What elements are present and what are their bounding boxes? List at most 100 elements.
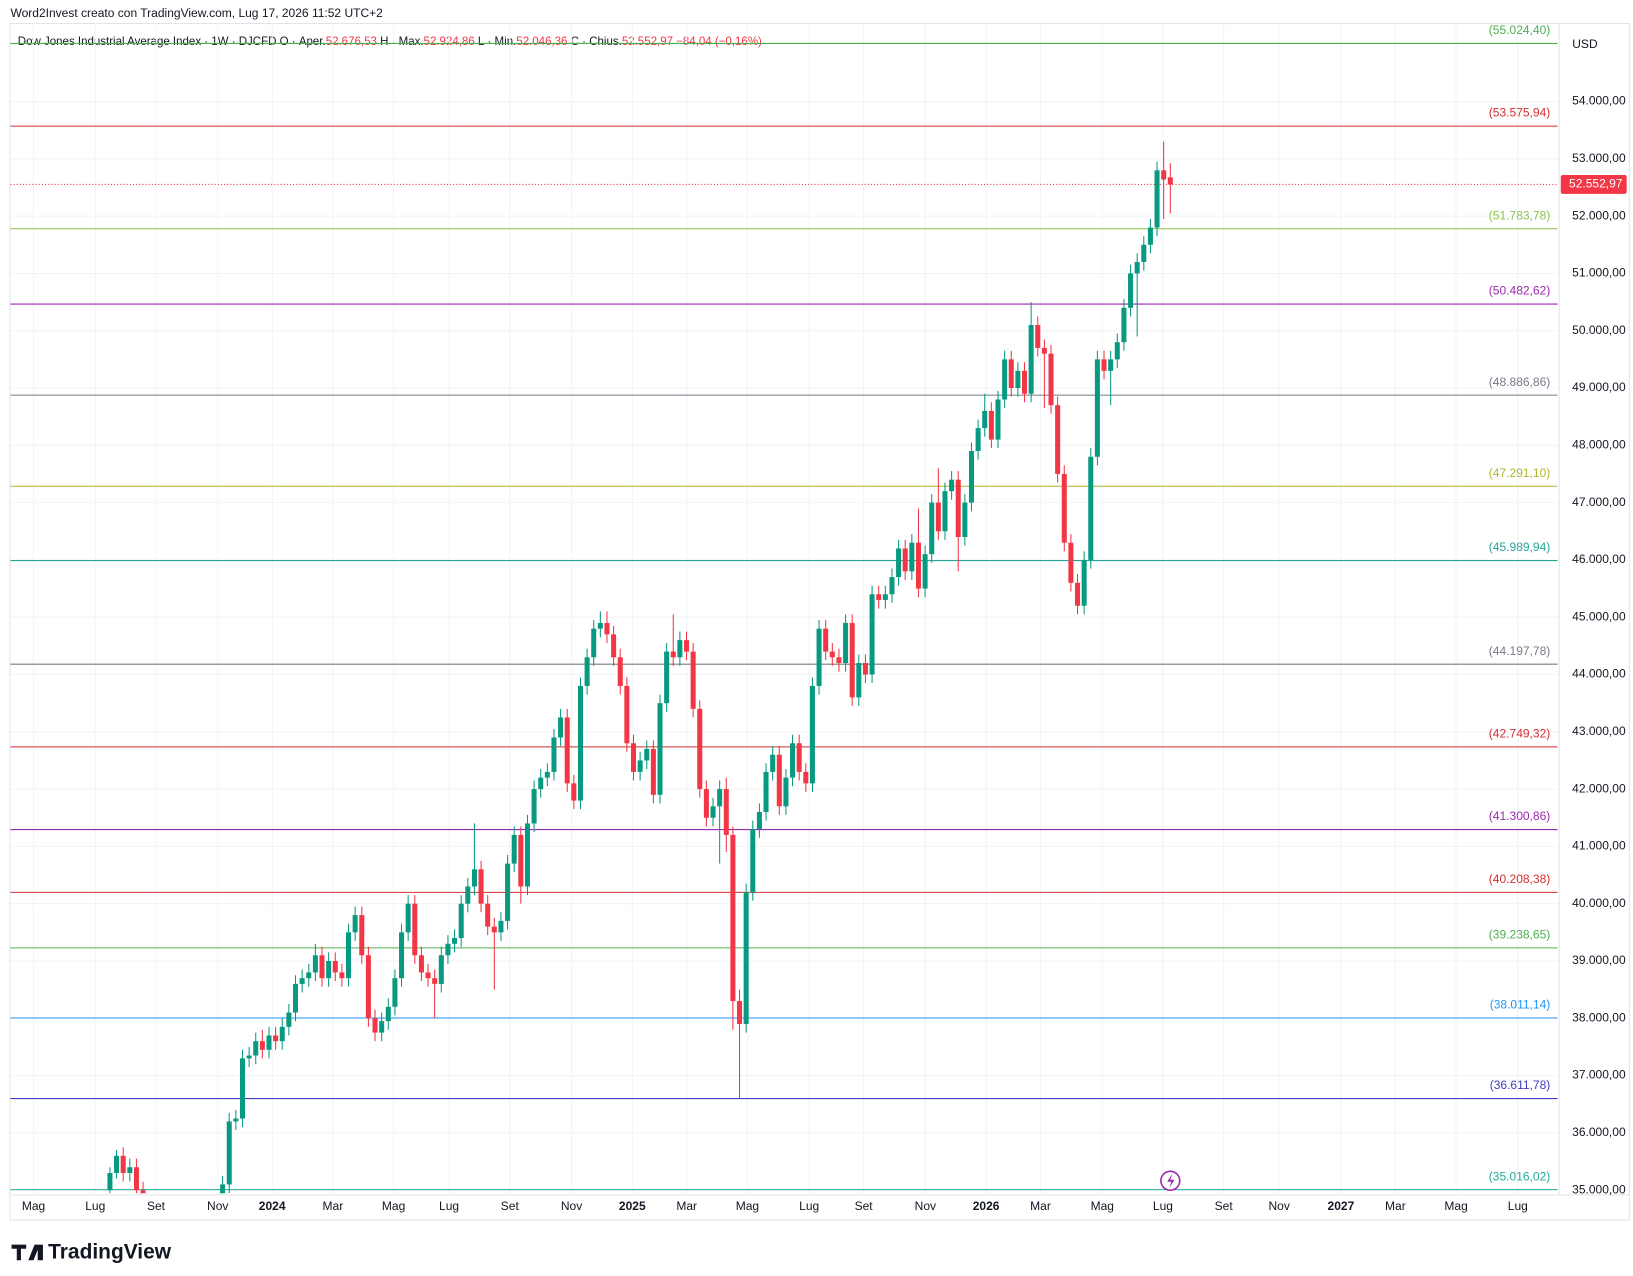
o: O (280, 36, 289, 48)
candle-body (1048, 353, 1054, 406)
candle-body (571, 783, 577, 801)
candle-body (630, 743, 637, 772)
x-tick-label: Mar (1385, 1199, 1406, 1213)
y-tick-label: 42.000,00 (1572, 781, 1626, 795)
x-tick-label: Lug (1508, 1199, 1528, 1213)
level-label: (50.482,62) (1489, 284, 1550, 298)
candle-body (896, 548, 902, 578)
candle-body (246, 1055, 252, 1059)
candle-body (531, 789, 537, 824)
candle-body (650, 748, 656, 795)
y-tick-label: 35.000,00 (1572, 1182, 1626, 1196)
candle-body (120, 1155, 126, 1173)
candle-body (1075, 582, 1081, 606)
candle-body (770, 754, 776, 772)
candle-body (869, 594, 875, 675)
candle-body (226, 1121, 232, 1185)
y-tick-label: 44.000,00 (1572, 667, 1626, 681)
x-tick-label: Nov (915, 1199, 936, 1213)
x-tick-label: Set (855, 1199, 874, 1213)
level-label: (53.575,94) (1489, 106, 1550, 120)
candle-body (306, 972, 312, 979)
x-tick-label: Set (501, 1199, 520, 1213)
candle-body (849, 622, 855, 698)
x-tick-label: Mag (1444, 1199, 1467, 1213)
candle-body (273, 1035, 279, 1042)
candle-body (1081, 559, 1087, 606)
candle-body (577, 685, 583, 801)
x-tick-label: Mag (22, 1199, 45, 1213)
candle-body (737, 1001, 743, 1025)
candle-body (809, 685, 815, 784)
candle-body (471, 869, 477, 887)
x-tick-label: Nov (1268, 1199, 1289, 1213)
candle-body (690, 651, 696, 709)
x-tick-label: Mar (323, 1199, 344, 1213)
x-tick-label: Set (1215, 1199, 1234, 1213)
x-tick-label: Mar (676, 1199, 697, 1213)
candle-body (670, 651, 676, 658)
candle-body (332, 960, 338, 973)
y-tick-label: 41.000,00 (1572, 839, 1626, 853)
y-tick-label: 48.000,00 (1572, 437, 1626, 451)
x-tick-label: Lug (1153, 1199, 1173, 1213)
candle-body (856, 663, 862, 698)
candle-body (750, 829, 756, 893)
candle-body (1068, 542, 1074, 583)
candle-body (909, 542, 915, 572)
candle-body (982, 410, 988, 429)
x-tick-label: 2026 (973, 1199, 1000, 1213)
candle-body (1121, 307, 1127, 343)
candle-body (133, 1167, 139, 1191)
candle-body (922, 554, 928, 589)
y-tick-label: 36.000,00 (1572, 1125, 1626, 1139)
level-label: (45.989,94) (1489, 540, 1550, 554)
candle-body (597, 622, 603, 629)
candle-body (929, 502, 935, 555)
candle-body (829, 651, 835, 658)
x-tick-label: Nov (207, 1199, 228, 1213)
level-label: (44.197,78) (1489, 644, 1550, 658)
candle-body (1035, 324, 1041, 348)
candle-body (862, 663, 868, 675)
candle-body (723, 789, 729, 835)
candle-body (524, 823, 530, 887)
candle-body (1094, 359, 1100, 457)
level-label: (41.300,86) (1489, 809, 1550, 823)
candle-body (1161, 170, 1167, 180)
chart-frame (9, 23, 1630, 1221)
candle-body (683, 640, 690, 652)
c: C (571, 36, 579, 48)
candle-body (1088, 456, 1094, 560)
y-tick-label: 39.000,00 (1572, 953, 1626, 967)
x-tick-label: 2025 (619, 1199, 646, 1213)
candle-body (915, 542, 921, 589)
candle-body (346, 932, 352, 979)
candle-body (478, 869, 484, 904)
candle-body (445, 943, 451, 956)
header: Word2Invest creato con TradingView.com, … (10, 6, 383, 20)
brand-logo (11, 1244, 43, 1261)
candle-body (372, 1018, 378, 1033)
candle-body (452, 938, 458, 944)
candle-body (710, 806, 716, 818)
candle-body (743, 892, 749, 1025)
low: 52.046,36 (516, 36, 567, 48)
close: 52.552,97 (622, 36, 673, 48)
candle-body (935, 502, 941, 532)
candle-body (538, 777, 544, 790)
candle-body (955, 479, 961, 537)
candle-body (518, 834, 524, 887)
candle-body (299, 978, 305, 984)
candle-body (988, 410, 994, 440)
y-tick-label: 43.000,00 (1572, 724, 1626, 738)
candle-body (783, 777, 789, 807)
candle-body (326, 960, 332, 979)
candle-body (399, 932, 405, 979)
candle-body (1108, 359, 1114, 371)
y-tick-label: 46.000,00 (1572, 552, 1626, 566)
candle-body (491, 926, 497, 933)
level-label: (35.016,02) (1489, 1169, 1550, 1183)
low-label: Min. (495, 36, 517, 48)
y-tick-label: 45.000,00 (1572, 609, 1626, 623)
